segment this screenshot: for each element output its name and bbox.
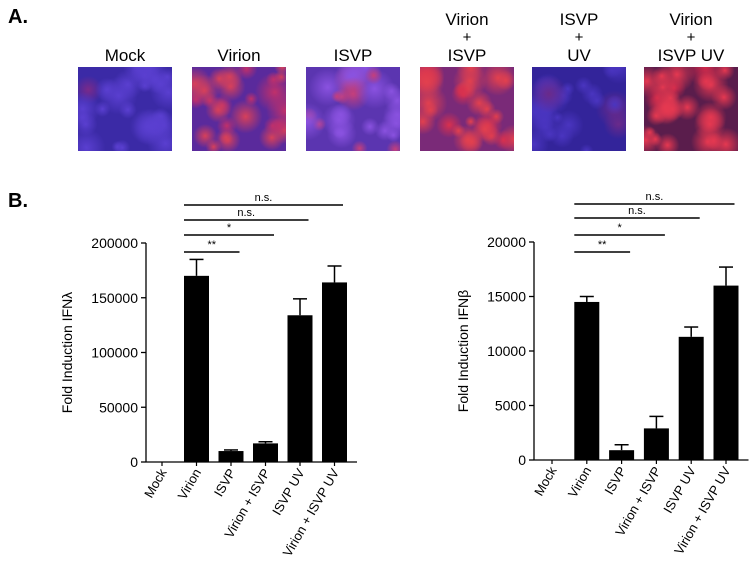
- y-tick-label: 150000: [91, 290, 138, 306]
- significance-label: n.s.: [237, 207, 255, 219]
- image-title-line: ISVP: [447, 46, 487, 65]
- bar: [218, 451, 244, 462]
- y-tick-label: 10000: [487, 343, 526, 359]
- image-column: Virion + ISVP: [420, 0, 514, 66]
- significance-label: n.s.: [628, 205, 646, 217]
- significance-label: *: [617, 222, 622, 234]
- y-axis-label: Fold Induction IFNλ: [59, 292, 75, 413]
- bar: [713, 285, 739, 460]
- image-column: Virion + ISVP UV: [644, 0, 738, 66]
- x-tick-label: Mock: [531, 464, 560, 499]
- image-title-line: UV: [567, 46, 591, 65]
- image-title-line: Virion: [217, 46, 261, 65]
- image-column: ISVP + UV: [532, 0, 626, 66]
- significance-label: *: [227, 222, 232, 234]
- significance-label: **: [598, 239, 607, 251]
- image-column: Mock: [78, 0, 172, 66]
- bar: [253, 443, 278, 462]
- image-title-line: ISVP: [333, 46, 373, 65]
- microscopy-image: [306, 67, 400, 151]
- microscopy-image: [78, 67, 172, 151]
- image-title-line: ISVP: [559, 10, 599, 29]
- microscopy-image: [192, 67, 286, 151]
- bar: [322, 282, 347, 462]
- bar: [678, 336, 704, 460]
- image-title: Virion + ISVP: [406, 10, 528, 66]
- y-tick-label: 100000: [91, 345, 138, 361]
- image-title: Virion: [178, 46, 300, 66]
- y-tick-label: 20000: [487, 234, 526, 250]
- image-title-line: +: [686, 29, 696, 46]
- bar: [609, 450, 635, 460]
- image-column: Virion: [192, 0, 286, 66]
- image-title: Virion + ISVP UV: [630, 10, 750, 66]
- image-title-line: +: [574, 29, 584, 46]
- image-title-line: Virion: [445, 10, 489, 29]
- y-axis-label: Fold Induction IFNβ: [455, 290, 471, 412]
- significance-label: **: [207, 239, 216, 251]
- bar: [184, 275, 209, 462]
- significance-label: n.s.: [255, 192, 273, 204]
- microscopy-image: [532, 67, 626, 151]
- y-tick-label: 5000: [495, 398, 526, 414]
- x-tick-label: Virion: [565, 464, 594, 500]
- image-title: Mock: [64, 46, 186, 66]
- y-tick-label: 50000: [99, 399, 138, 415]
- significance-label: n.s.: [646, 191, 664, 203]
- panel-b-label: B.: [8, 190, 28, 212]
- y-tick-label: 200000: [91, 235, 138, 251]
- microscopy-image: [644, 67, 738, 151]
- image-title-line: +: [462, 29, 472, 46]
- bar: [643, 428, 669, 460]
- y-tick-label: 0: [518, 452, 526, 468]
- image-column: ISVP: [306, 0, 400, 66]
- bar: [287, 315, 313, 462]
- image-title: ISVP + UV: [518, 10, 640, 66]
- image-title: ISVP: [292, 46, 414, 66]
- image-title-line: ISVP UV: [657, 46, 725, 65]
- x-tick-label: ISVP UV: [660, 464, 699, 516]
- y-tick-label: 0: [130, 454, 138, 470]
- microscopy-image: [420, 67, 514, 151]
- y-tick-label: 15000: [487, 289, 526, 305]
- panel-a-label: A.: [8, 6, 28, 28]
- x-tick-label: ISVP: [601, 464, 629, 497]
- image-title-line: Virion: [669, 10, 713, 29]
- bar: [574, 301, 600, 460]
- image-title-line: Mock: [104, 46, 146, 65]
